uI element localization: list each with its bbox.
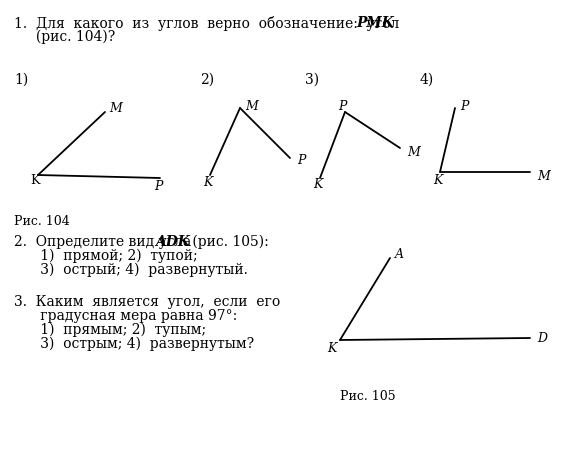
Text: K: K xyxy=(314,178,323,192)
Text: 3)  острый; 4)  развернутый.: 3) острый; 4) развернутый. xyxy=(14,263,248,277)
Text: M: M xyxy=(245,100,258,112)
Text: K: K xyxy=(327,342,337,355)
Text: 1)  прямым; 2)  тупым;: 1) прямым; 2) тупым; xyxy=(14,323,206,337)
Text: 4): 4) xyxy=(420,73,434,87)
Text: 1.  Для  какого  из  углов  верно  обозначение:  угол: 1. Для какого из углов верно обозначение… xyxy=(14,16,408,31)
Text: (рис. 104)?: (рис. 104)? xyxy=(14,30,115,44)
Text: K: K xyxy=(30,173,40,187)
Text: 3.  Каким  является  угол,  если  его: 3. Каким является угол, если его xyxy=(14,295,280,309)
Text: A: A xyxy=(395,247,404,260)
Text: градусная мера равна 97°:: градусная мера равна 97°: xyxy=(14,309,237,323)
Text: P: P xyxy=(154,179,162,193)
Text: 2.  Определите вид угла: 2. Определите вид угла xyxy=(14,235,195,249)
Text: M: M xyxy=(407,146,420,159)
Text: K: K xyxy=(203,175,212,188)
Text: Рис. 105: Рис. 105 xyxy=(340,390,396,403)
Text: M: M xyxy=(537,170,550,183)
Text: 3)  острым; 4)  развернутым?: 3) острым; 4) развернутым? xyxy=(14,337,254,352)
Text: P: P xyxy=(338,101,346,114)
Text: 1): 1) xyxy=(14,73,28,87)
Text: P: P xyxy=(297,154,305,168)
Text: 1)  прямой; 2)  тупой;: 1) прямой; 2) тупой; xyxy=(14,249,198,263)
Text: PMK: PMK xyxy=(356,16,394,30)
Text: (рис. 105):: (рис. 105): xyxy=(188,235,269,250)
Text: K: K xyxy=(433,173,443,187)
Text: ADK: ADK xyxy=(155,235,190,249)
Text: 2): 2) xyxy=(200,73,214,87)
Text: 3): 3) xyxy=(305,73,319,87)
Text: D: D xyxy=(537,332,547,344)
Text: P: P xyxy=(460,100,468,112)
Text: M: M xyxy=(109,102,121,116)
Text: Рис. 104: Рис. 104 xyxy=(14,215,69,228)
